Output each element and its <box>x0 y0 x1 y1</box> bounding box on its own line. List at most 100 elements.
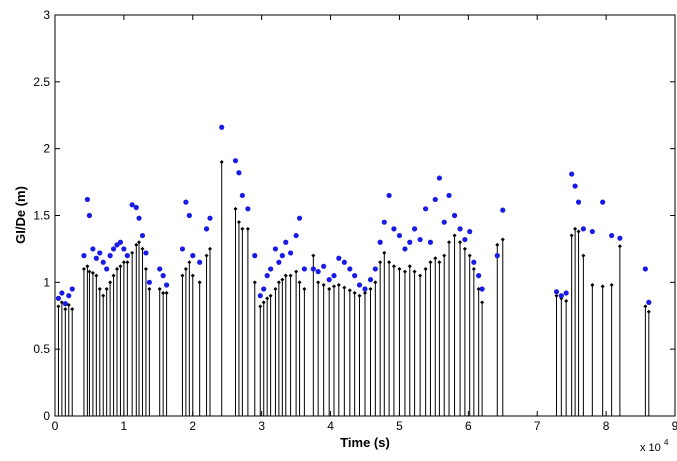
stem-head <box>573 226 578 231</box>
stem-head <box>94 273 99 278</box>
point <box>66 293 72 299</box>
stem-head <box>125 260 130 265</box>
stem-head <box>617 244 622 249</box>
x-tick-label: 8 <box>603 419 610 433</box>
stem-head <box>646 309 651 314</box>
stem-head <box>471 266 476 271</box>
point <box>432 196 438 203</box>
point <box>143 250 149 256</box>
point <box>90 246 96 252</box>
point <box>331 273 337 279</box>
y-tick-label: 2.5 <box>33 75 50 89</box>
point <box>572 183 578 189</box>
x-tick-label: 2 <box>189 419 196 433</box>
point <box>436 175 442 181</box>
stem-head <box>240 226 245 231</box>
point <box>100 259 106 265</box>
stem-head <box>327 287 332 292</box>
point <box>84 196 90 203</box>
stem-head <box>347 288 352 293</box>
point <box>558 293 564 299</box>
point <box>279 253 285 259</box>
stem-head <box>311 253 316 258</box>
point <box>310 266 316 272</box>
stem-head <box>85 264 90 269</box>
stem-head <box>111 273 116 278</box>
stem-head <box>458 240 463 245</box>
stem-head <box>180 273 185 278</box>
point <box>609 232 615 239</box>
point <box>347 266 353 272</box>
y-tick-label: 1 <box>43 275 50 289</box>
point <box>245 206 251 212</box>
x-tick-label: 7 <box>534 419 541 433</box>
point <box>479 286 485 292</box>
y-tick-label: 0 <box>43 409 50 423</box>
point <box>642 266 648 272</box>
point <box>336 255 342 261</box>
point <box>133 204 139 211</box>
stem-head <box>569 233 574 238</box>
stem-head <box>70 307 75 312</box>
stem-head <box>233 206 238 211</box>
point <box>451 212 458 219</box>
point <box>69 286 75 292</box>
stem-head <box>297 280 302 285</box>
stem-head <box>609 283 614 288</box>
stem-head <box>418 273 423 278</box>
stem-head <box>104 287 109 292</box>
point <box>396 232 403 239</box>
stem-head <box>265 296 270 301</box>
stem-head <box>428 260 433 265</box>
stem-head <box>157 287 162 292</box>
point <box>646 299 652 305</box>
y-tick-label: 0.5 <box>33 342 50 356</box>
point <box>257 293 263 299</box>
stem-head <box>352 291 357 296</box>
stem-head <box>476 287 481 292</box>
stem-head <box>363 291 367 296</box>
point <box>293 232 299 239</box>
stem-head <box>302 287 307 292</box>
point <box>219 124 225 130</box>
point <box>261 286 267 292</box>
stem-head <box>134 242 139 247</box>
point <box>276 259 282 265</box>
stem-head <box>219 160 224 165</box>
point <box>362 286 368 292</box>
x-tick-label: 5 <box>396 419 403 433</box>
stem-head <box>190 273 195 278</box>
x-axis-label: Time (s) <box>340 435 390 450</box>
stem-head <box>437 260 442 265</box>
stem-head <box>412 269 417 274</box>
point <box>160 273 166 279</box>
point <box>62 301 68 307</box>
y-axis-label: GI/De (m) <box>13 186 28 244</box>
point <box>129 202 135 208</box>
point <box>55 295 62 301</box>
stem-head <box>500 237 505 242</box>
point <box>207 215 213 221</box>
stem-head <box>316 280 321 285</box>
point <box>139 232 146 239</box>
stem-head <box>336 283 341 288</box>
point <box>288 250 294 256</box>
point <box>471 259 477 265</box>
stem-head <box>495 242 500 247</box>
point <box>124 253 130 259</box>
point <box>146 279 152 285</box>
stem-head <box>407 264 412 269</box>
point <box>423 206 429 212</box>
stem-head <box>368 287 373 292</box>
stem-head <box>581 253 586 258</box>
point <box>341 259 347 265</box>
point <box>239 192 245 199</box>
point <box>236 170 242 176</box>
point <box>186 212 192 219</box>
stem-head <box>442 253 447 258</box>
point <box>377 239 383 245</box>
stem-head <box>56 304 61 309</box>
stem-head <box>197 280 202 285</box>
point <box>97 250 103 256</box>
